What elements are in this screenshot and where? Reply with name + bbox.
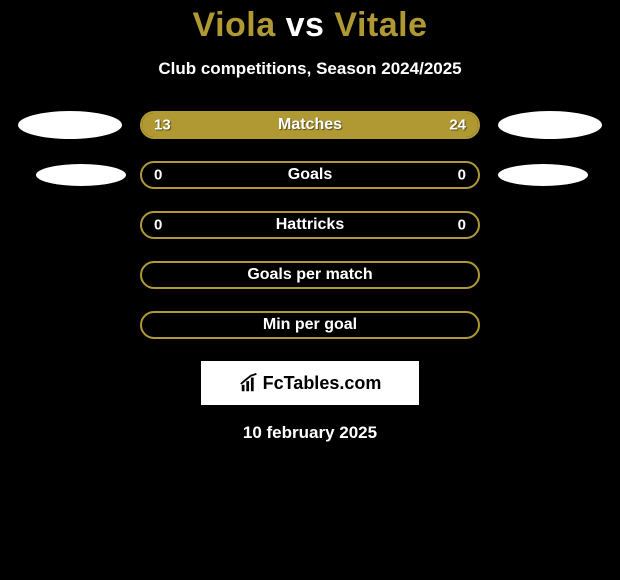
spacer-left [18,164,122,186]
title-player2: Vitale [334,6,427,44]
stats-area: 13 Matches 24 0 Goals 0 [0,111,620,339]
bar-hattricks: 0 Hattricks 0 [140,211,480,239]
val-right: 0 [458,217,466,234]
title-vs: vs [286,6,325,44]
bar-mpg: Min per goal [140,311,480,339]
bar-label: Goals per match [247,266,372,284]
stat-row-goals: 0 Goals 0 [0,161,620,189]
bar-label: Min per goal [263,316,357,334]
avatar-player1-small [36,164,126,186]
brand-box[interactable]: FcTables.com [201,361,419,405]
title-player1: Viola [193,6,276,44]
stat-row-mpg: Min per goal [0,311,620,339]
page-title: Viola vs Vitale [0,6,620,45]
avatar-player2 [498,111,602,139]
subtitle: Club competitions, Season 2024/2025 [0,59,620,79]
val-right: 24 [449,117,466,134]
bar-matches: 13 Matches 24 [140,111,480,139]
val-left: 13 [154,117,171,134]
avatar-player1 [18,111,122,139]
date-text: 10 february 2025 [0,423,620,443]
avatar-player2-small [498,164,588,186]
chart-icon [239,372,261,394]
main-container: Viola vs Vitale Club competitions, Seaso… [0,0,620,580]
stat-row-hattricks: 0 Hattricks 0 [0,211,620,239]
stat-row-gpm: Goals per match [0,261,620,289]
val-left: 0 [154,167,162,184]
bar-label: Matches [278,116,342,134]
bar-label: Hattricks [276,216,344,234]
bar-label: Goals [288,166,332,184]
bar-gpm: Goals per match [140,261,480,289]
val-right: 0 [458,167,466,184]
spacer-right [498,164,602,186]
stat-row-matches: 13 Matches 24 [0,111,620,139]
bar-goals: 0 Goals 0 [140,161,480,189]
val-left: 0 [154,217,162,234]
brand-text: FcTables.com [263,373,382,394]
